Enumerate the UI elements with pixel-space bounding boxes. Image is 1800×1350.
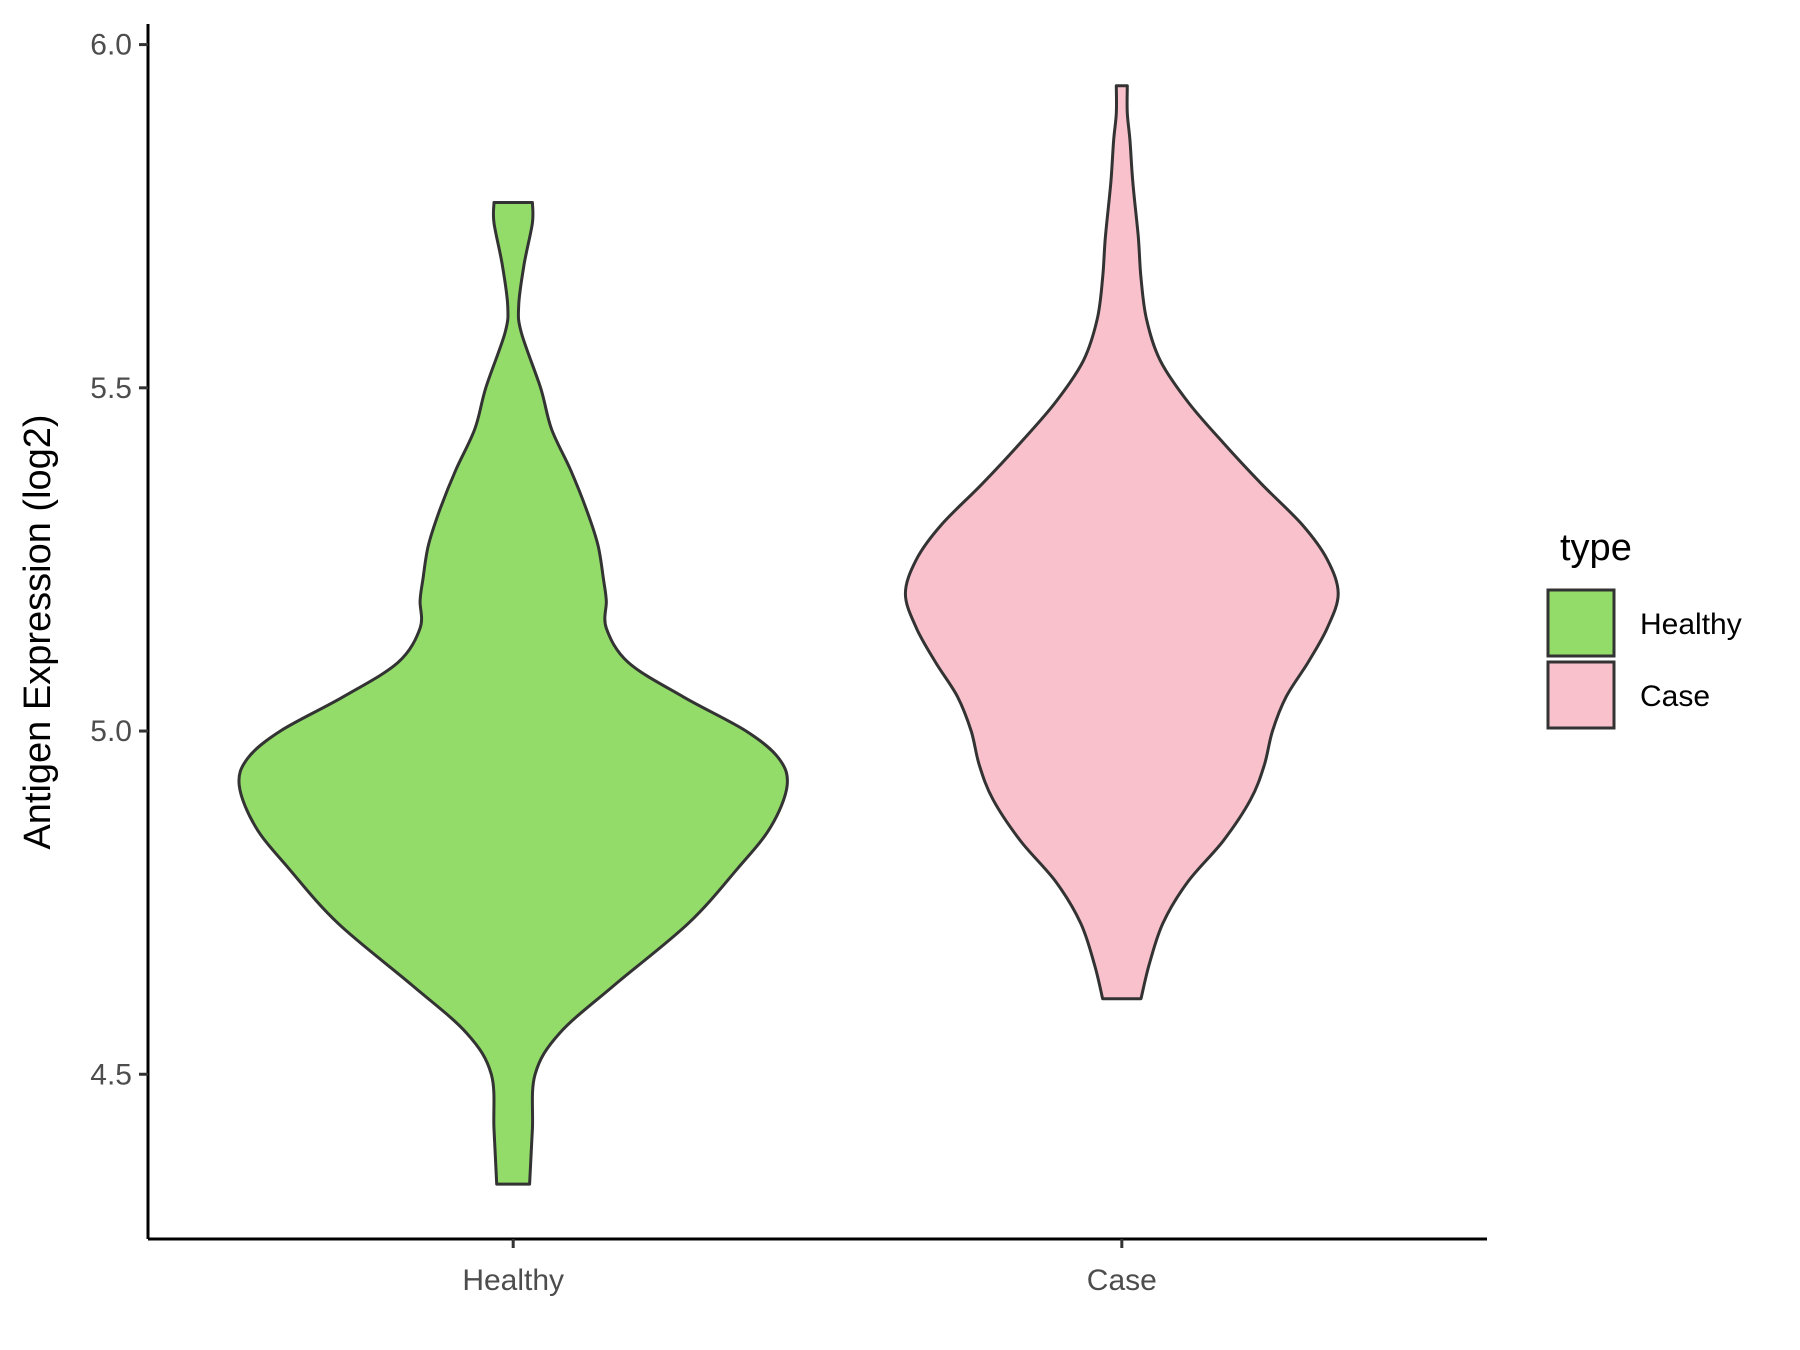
legend-label: Healthy [1640, 608, 1742, 641]
y-tick-label: 5.5 [90, 372, 132, 405]
y-ticks: 4.5 5.0 5.5 6.0 [90, 29, 148, 1091]
x-ticks: Healthy Case [462, 1239, 1157, 1297]
legend-swatch-case [1546, 660, 1616, 730]
y-tick-label: 5.0 [90, 715, 132, 748]
legend: type Healthy Case [1546, 527, 1742, 730]
legend-title: type [1560, 527, 1632, 569]
x-tick-label: Healthy [462, 1264, 564, 1297]
x-tick-label: Case [1087, 1264, 1157, 1297]
y-tick-label: 6.0 [90, 29, 132, 62]
legend-swatch-healthy [1546, 588, 1616, 658]
legend-label: Case [1640, 680, 1710, 713]
axes [146, 24, 1487, 1241]
violin-case [903, 84, 1340, 1001]
y-axis-title: Antigen Expression (log2) [17, 414, 59, 849]
violins-layer [237, 84, 1340, 1186]
legend-entries: Healthy Case [1546, 588, 1742, 730]
violin-healthy [237, 201, 789, 1186]
y-tick-label: 4.5 [90, 1058, 132, 1091]
